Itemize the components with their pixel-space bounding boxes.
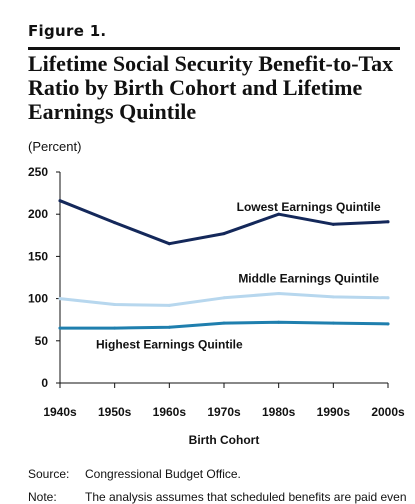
data-point xyxy=(277,212,281,216)
note-text: The analysis assumes that scheduled bene… xyxy=(85,490,407,504)
x-tick-label: 1990s xyxy=(317,405,351,419)
note-line: Note: The analysis assumes that scheduled… xyxy=(28,490,407,504)
x-tick-label: 1960s xyxy=(153,405,187,419)
x-tick-label: 1980s xyxy=(262,405,296,419)
series-label: Highest Earnings Quintile xyxy=(96,337,243,351)
x-tick-label: 1940s xyxy=(43,405,77,419)
data-point xyxy=(386,220,390,224)
data-point xyxy=(277,292,281,296)
data-point xyxy=(58,199,62,203)
y-unit-label: (Percent) xyxy=(28,139,82,154)
y-tick-label: 50 xyxy=(35,334,49,348)
chart-series xyxy=(58,199,390,330)
series-label: Middle Earnings Quintile xyxy=(238,272,379,286)
data-point xyxy=(331,222,335,226)
data-point xyxy=(277,320,281,324)
data-point xyxy=(222,232,226,236)
chart-labels: Lowest Earnings Quintile Middle Earnings … xyxy=(96,200,381,352)
y-tick-label: 0 xyxy=(41,376,48,390)
series-line xyxy=(58,292,390,307)
data-point xyxy=(58,297,62,301)
note-label: Note: xyxy=(28,490,57,504)
source-label: Source: xyxy=(28,467,70,481)
data-point xyxy=(167,303,171,307)
x-tick-label: 1950s xyxy=(98,405,132,419)
data-point xyxy=(331,321,335,325)
y-tick-label: 100 xyxy=(28,292,48,306)
data-point xyxy=(167,242,171,246)
title-rule xyxy=(28,47,400,50)
data-point xyxy=(386,322,390,326)
x-tick-label: 1970s xyxy=(207,405,241,419)
data-point xyxy=(222,296,226,300)
chart-axes: 0 50 100 150 200 250 1940s 1950s 1960s 1970s 1980s… xyxy=(28,165,405,447)
source-line: Source: Congressional Budget Office. xyxy=(28,467,241,481)
data-point xyxy=(113,303,117,307)
source-text: Congressional Budget Office. xyxy=(85,467,241,481)
x-tick-label: 2000s xyxy=(371,405,405,419)
data-point xyxy=(167,325,171,329)
y-tick-label: 150 xyxy=(28,249,48,263)
series-label: Lowest Earnings Quintile xyxy=(237,200,381,214)
data-point xyxy=(113,221,117,225)
y-tick-label: 200 xyxy=(28,207,48,221)
data-point xyxy=(222,321,226,325)
data-point xyxy=(331,295,335,299)
data-point xyxy=(58,326,62,330)
data-point xyxy=(113,326,117,330)
x-axis-title: Birth Cohort xyxy=(189,433,260,447)
y-tick-label: 250 xyxy=(28,165,48,179)
data-point xyxy=(386,296,390,300)
figure-label: Figure 1. xyxy=(28,22,107,40)
chart-title: Lifetime Social Security Benefit-to-Tax … xyxy=(28,51,394,124)
